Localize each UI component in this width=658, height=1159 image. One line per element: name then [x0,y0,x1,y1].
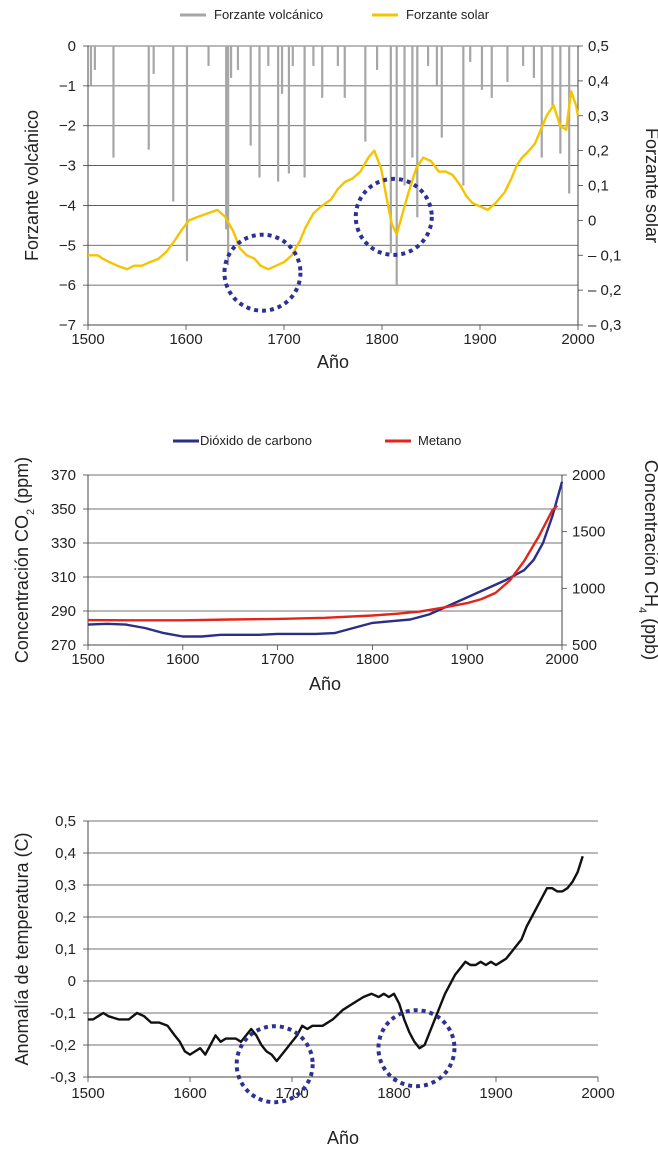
x-tick-label: 1700 [275,1085,308,1102]
y-axis-label: Forzante volcánico [22,110,42,261]
y-tick-label: 270 [51,637,76,654]
y-tick-label: -0,1 [50,1005,76,1022]
x-tick-label: 1700 [267,331,300,348]
x-axis-label: Año [317,352,349,372]
y-axis-label-text: Concentración CO [12,515,32,663]
legend-label: Forzante volcánico [214,7,323,22]
x-tick-label: 2000 [561,331,594,348]
y-axis-label-text: Anomalía de temperatura (C) [12,832,32,1065]
x-tick-label: 1900 [463,331,496,348]
y2-tick-label: 0,5 [588,38,609,55]
y2-tick-label: – 0,3 [588,317,621,334]
highlight-circle [376,1008,457,1089]
y-tick-label: 0,1 [55,941,76,958]
y-tick-label: 0,5 [55,815,76,830]
y-tick-label: 290 [51,603,76,620]
series-line-2 [88,90,580,271]
y2-tick-label: 0 [588,212,596,229]
y-tick-label: −5 [59,237,76,254]
x-tick-label: 1700 [261,651,294,668]
y-tick-label: −6 [59,277,76,294]
y2-axis-label-text: Concentración CH [641,460,658,607]
y-tick-label: −1 [59,78,76,95]
y2-tick-label: 1500 [572,524,605,541]
x-tick-label: 1500 [71,651,104,668]
series-line-1 [87,481,564,638]
y2-axis-label-subscript: 4 [636,607,648,613]
legend-label: Forzante solar [406,7,490,22]
y-axis-label-text: Forzante volcánico [22,110,42,261]
x-tick-label: 1900 [479,1085,512,1102]
y2-tick-label: 0,3 [588,108,609,125]
x-tick-label: 1800 [377,1085,410,1102]
legend-label: Dióxido de carbono [200,433,312,448]
y2-tick-label: – 0,2 [588,282,621,299]
y-axis-label: Anomalía de temperatura (C) [12,832,32,1065]
forcing-chart: 0 −1 −2 −3 −4 −5 −6 −7 0,5 0,4 0,3 0,2 0,1 0 – 0,1 – 0,… [22,7,658,372]
y-axis-label-unit: (ppm) [12,457,32,509]
y-tick-label: 310 [51,569,76,586]
y-tick-label: −4 [59,197,76,214]
x-tick-label: 1500 [71,1085,104,1102]
x-axis-label: Año [309,674,341,694]
y2-tick-label: 500 [572,637,597,654]
x-tick-label: 2000 [581,1085,614,1102]
y-tick-label: 370 [51,467,76,484]
series-line-1 [88,855,584,1063]
y2-axis-label-unit: (ppb) [641,613,658,660]
x-axis-label: Año [327,1128,359,1148]
y2-axis-label-text: Forzante solar [642,128,658,243]
x-tick-label: 1800 [356,651,389,668]
series-line-2 [87,504,559,622]
y2-axis-label: Forzante solar [642,128,658,243]
y-tick-label: 0 [68,973,76,990]
y-tick-label: -0,3 [50,1069,76,1086]
x-tick-label: 1600 [169,331,202,348]
y-tick-label: −7 [59,317,76,334]
y-tick-label: -0,2 [50,1037,76,1054]
x-tick-label: 1900 [451,651,484,668]
highlight-circle [234,1024,315,1105]
highlight-circle [222,232,303,313]
y-tick-label: 0,2 [55,909,76,926]
y2-tick-label: 1000 [572,580,605,597]
y-tick-label: −3 [59,158,76,175]
y-axis-label: Concentración CO2 (ppm) [12,457,37,663]
highlight-circle [353,176,434,257]
x-tick-label: 1500 [71,331,104,348]
y-tick-label: 0 [68,38,76,55]
y-tick-label: 0,4 [55,845,76,862]
y-tick-label: −2 [59,118,76,135]
y2-tick-label: 0,4 [588,73,609,90]
y-tick-label: 0,3 [55,877,76,894]
greenhouse-gas-chart: 370 350 330 310 290 270 2000 1500 1000 500 1500 160… [12,433,658,694]
x-tick-label: 1600 [166,651,199,668]
y-tick-label: 330 [51,535,76,552]
y2-tick-label: – 0,1 [588,247,621,264]
y2-tick-label: 0,1 [588,178,609,195]
legend-label: Metano [418,433,461,448]
y2-tick-label: 2000 [572,467,605,484]
x-tick-label: 2000 [545,651,578,668]
x-tick-label: 1600 [173,1085,206,1102]
x-tick-label: 1800 [365,331,398,348]
y2-tick-label: 0,2 [588,143,609,160]
y-axis-label-subscript: 2 [25,509,37,515]
y-tick-label: 350 [51,501,76,518]
y2-axis-label: Concentración CH4 (ppb) [636,460,658,660]
